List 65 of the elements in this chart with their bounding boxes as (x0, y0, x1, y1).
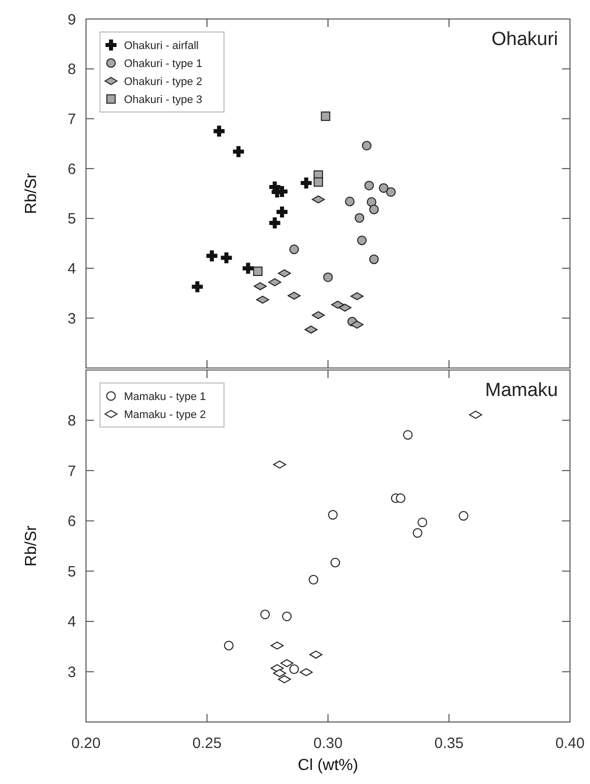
point (214, 126, 225, 137)
legend-label: Mamaku - type 1 (124, 390, 206, 403)
x-axis-title: Cl (wt%) (298, 757, 358, 774)
point (224, 640, 234, 650)
x-tick-label: 0.20 (71, 735, 101, 752)
y-tick-label: 6 (68, 160, 76, 178)
point (378, 183, 388, 193)
point (320, 112, 330, 121)
y-tick-label: 5 (68, 563, 76, 580)
point (328, 510, 338, 520)
y-tick-label: 7 (68, 462, 76, 480)
point (232, 146, 244, 158)
y-tick-label: 9 (68, 11, 76, 28)
point (220, 252, 232, 264)
point (276, 206, 288, 218)
point (242, 262, 254, 274)
point (369, 204, 379, 214)
point (323, 272, 333, 282)
y-axis-title: Rb/Sr (23, 172, 40, 214)
y-tick-label: 4 (68, 614, 76, 631)
point (308, 574, 318, 584)
point (412, 528, 422, 538)
x-tick-label: 0.30 (313, 735, 343, 752)
legend-label: Ohakuri - airfall (124, 40, 199, 52)
y-tick-label: 3 (68, 310, 76, 328)
point (206, 250, 218, 262)
point (330, 558, 340, 568)
point (364, 180, 374, 190)
point (289, 244, 299, 254)
point (260, 610, 270, 620)
point (386, 187, 396, 197)
y-tick-label: 4 (68, 260, 76, 278)
legend-label: Ohakuri - type 3 (124, 94, 202, 106)
point (357, 236, 367, 246)
point (354, 213, 364, 223)
text: Ohakuri (491, 29, 558, 50)
point (282, 612, 292, 622)
y-tick-label: 5 (68, 210, 76, 228)
y-tick-label: 8 (68, 412, 76, 430)
y-tick-label: 6 (68, 513, 76, 530)
point (366, 197, 376, 207)
y-tick-label: 8 (68, 61, 76, 78)
point (253, 266, 263, 276)
point (289, 664, 299, 674)
point (458, 511, 468, 521)
y-tick-label: 3 (68, 664, 76, 681)
point (314, 177, 324, 187)
text: Mamaku (485, 380, 558, 401)
y-tick-label: 7 (68, 110, 76, 128)
point (269, 217, 280, 228)
y-axis-title: Rb/Sr (23, 524, 40, 566)
legend-label: Mamaku - type 2 (124, 408, 206, 421)
point (192, 281, 203, 292)
x-tick-label: 0.40 (555, 735, 585, 752)
point (403, 430, 413, 440)
point (396, 493, 406, 504)
point (362, 140, 372, 150)
x-tick-label: 0.25 (192, 735, 222, 752)
point (300, 178, 312, 189)
x-tick-label: 0.35 (434, 735, 464, 752)
legend-label: Ohakuri - type 2 (124, 76, 202, 88)
legend-label: Ohakuri - type 1 (124, 58, 202, 70)
point (418, 518, 428, 528)
point (369, 254, 379, 264)
point (344, 196, 355, 206)
